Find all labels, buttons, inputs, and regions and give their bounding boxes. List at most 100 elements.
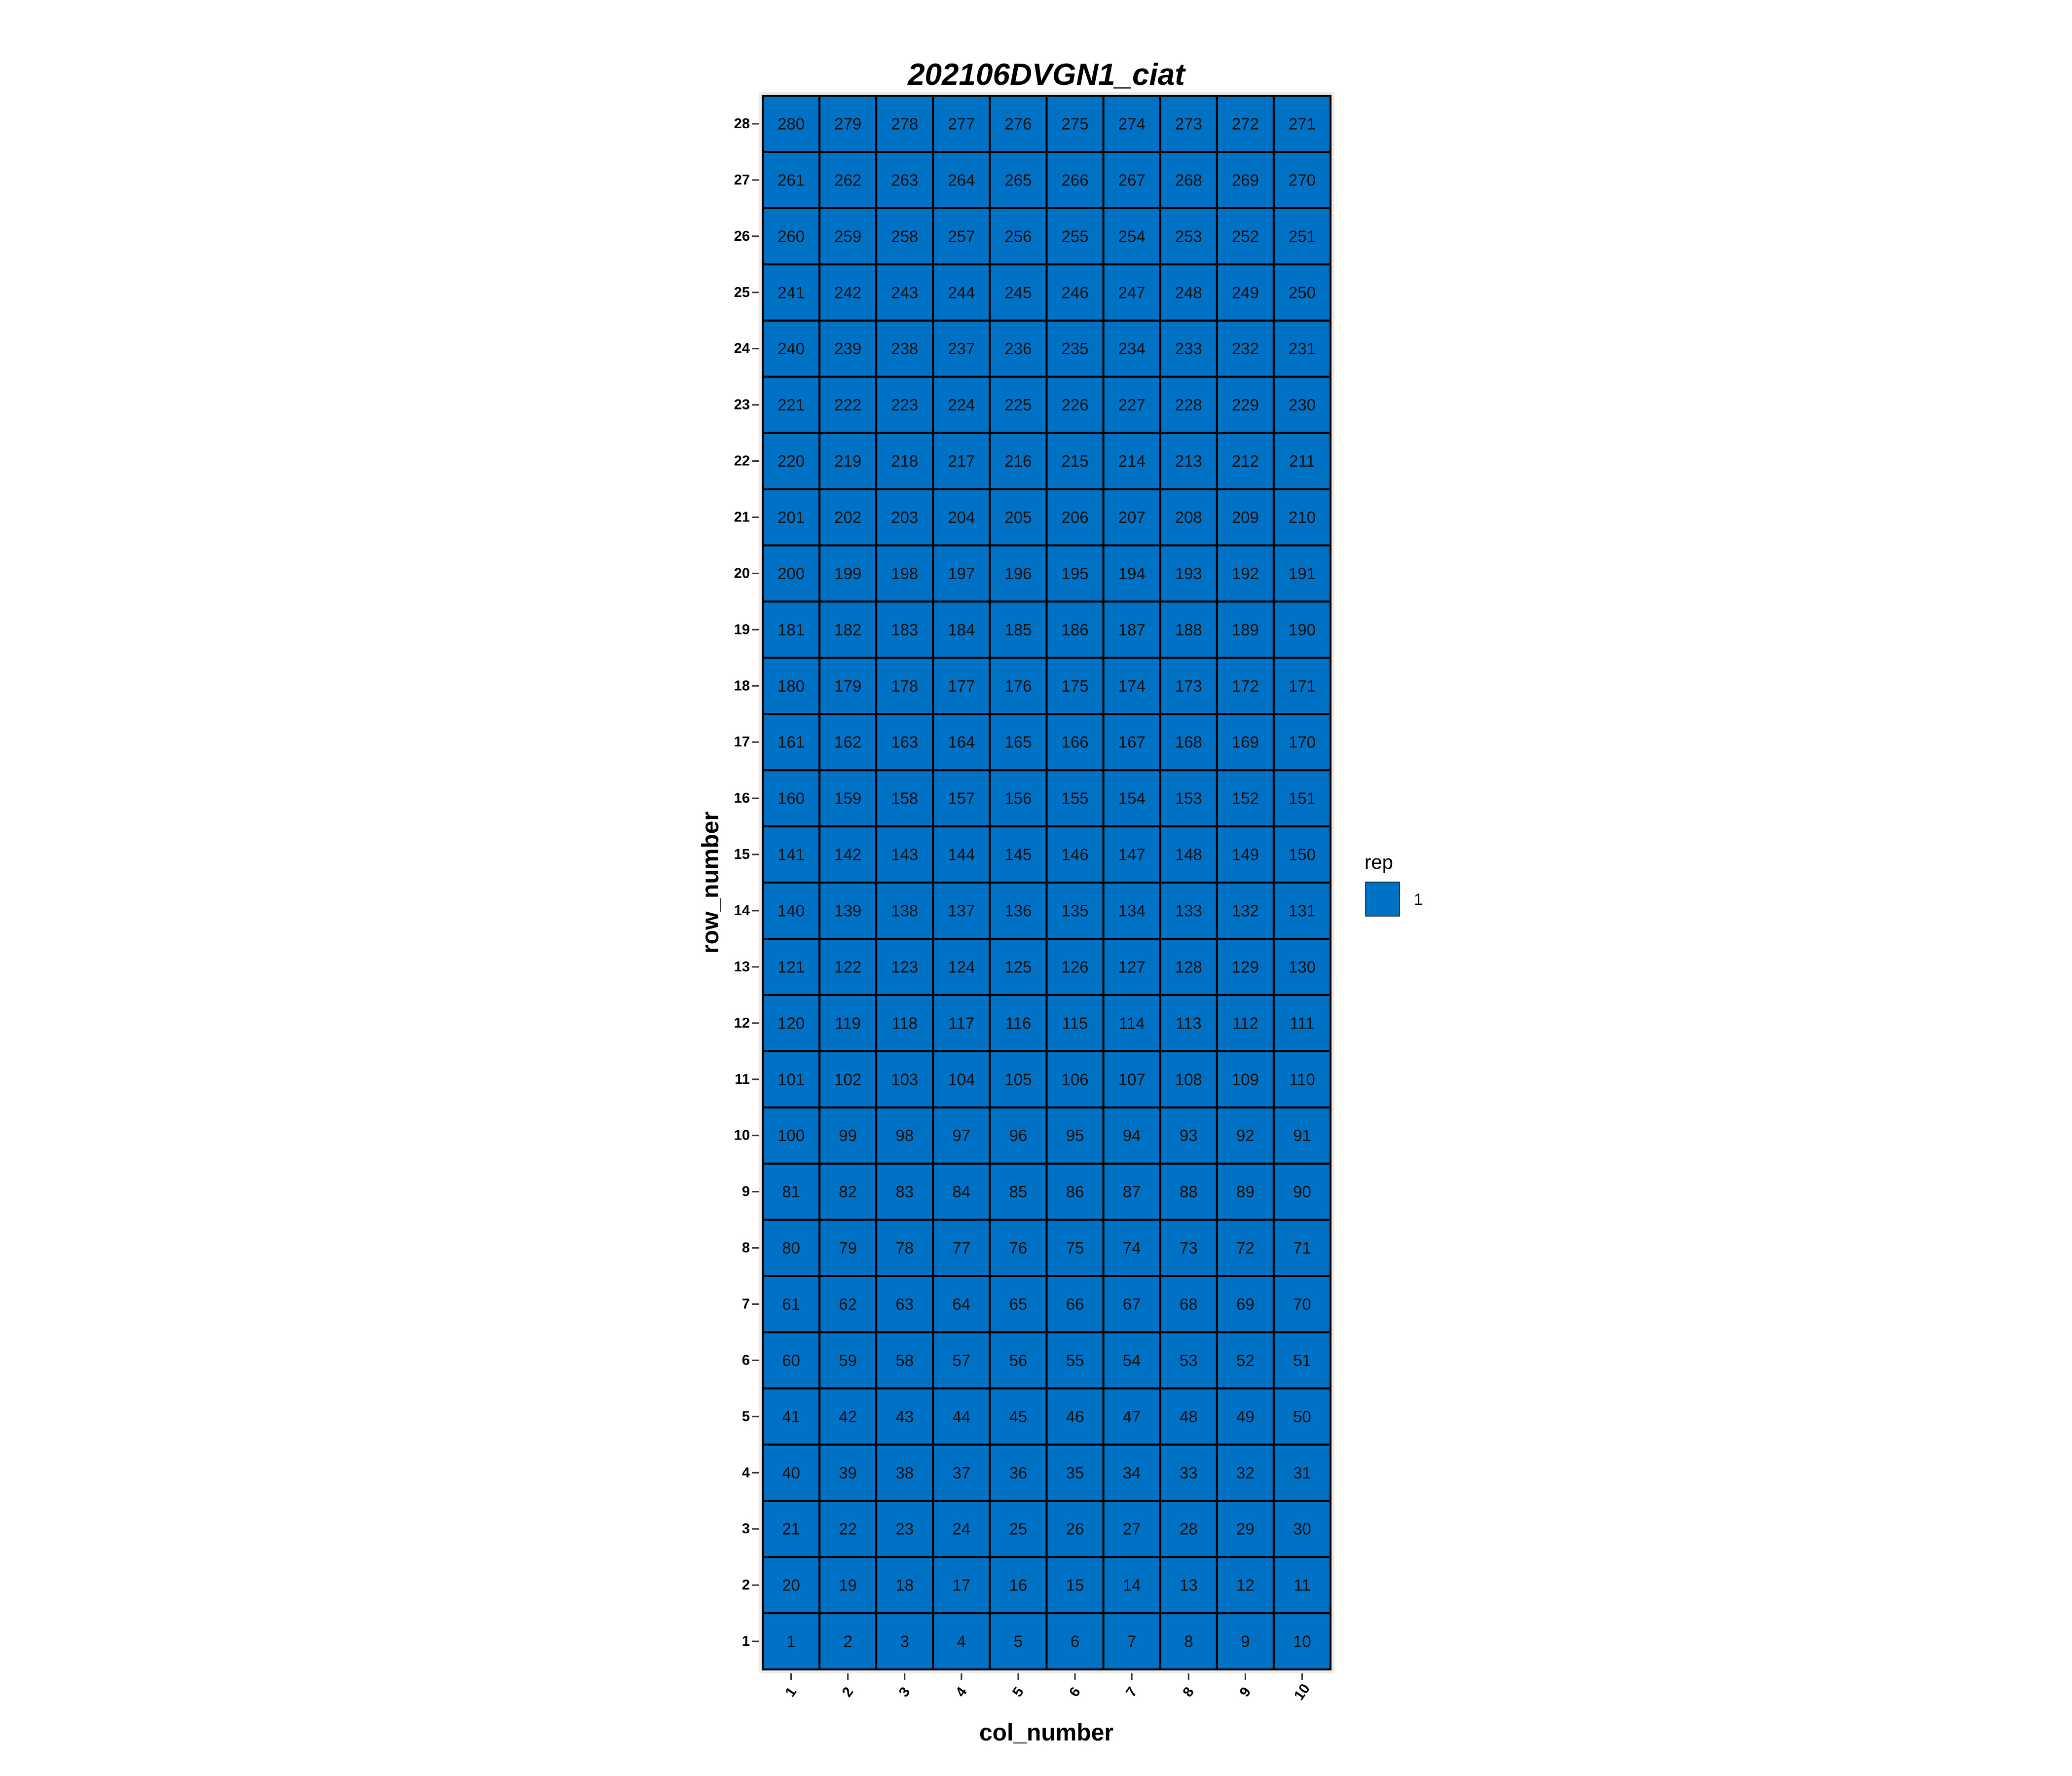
plot-cell bbox=[762, 207, 821, 265]
x-tick-label: 10 bbox=[1291, 1681, 1313, 1703]
plot-cell bbox=[1159, 1387, 1218, 1446]
cell-label: 99 bbox=[839, 1126, 857, 1145]
plot-cell bbox=[1045, 1331, 1105, 1390]
cell-label: 8 bbox=[1184, 1632, 1193, 1651]
plot-cell bbox=[932, 544, 991, 603]
cell-label: 128 bbox=[1175, 958, 1202, 976]
cell-label: 259 bbox=[834, 227, 861, 245]
cell-label: 216 bbox=[1004, 452, 1032, 470]
y-axis-title: row_number bbox=[698, 812, 724, 954]
cell-label: 280 bbox=[777, 114, 805, 133]
cell-label: 135 bbox=[1062, 901, 1089, 920]
cell-label: 72 bbox=[1236, 1239, 1255, 1257]
cell-label: 238 bbox=[891, 339, 918, 358]
plot-cell bbox=[1045, 1162, 1105, 1221]
plot-cell bbox=[932, 882, 991, 940]
cell-label: 1 bbox=[786, 1632, 795, 1651]
cell-label: 217 bbox=[948, 452, 975, 470]
cell-label: 43 bbox=[895, 1407, 914, 1426]
plot-cell bbox=[762, 1556, 821, 1615]
cell-label: 223 bbox=[891, 396, 918, 414]
cell-label: 231 bbox=[1289, 339, 1316, 358]
cell-label: 11 bbox=[1294, 1576, 1310, 1594]
plot-cell bbox=[1102, 713, 1161, 772]
cell-label: 115 bbox=[1062, 1014, 1088, 1032]
cell-label: 47 bbox=[1123, 1407, 1141, 1426]
chart-title: 202106DVGN1_ciat bbox=[907, 58, 1186, 92]
cell-label: 66 bbox=[1066, 1295, 1084, 1313]
cell-label: 226 bbox=[1062, 396, 1089, 414]
plot-cell bbox=[932, 1106, 991, 1165]
cell-label: 265 bbox=[1004, 171, 1032, 189]
cell-label: 172 bbox=[1232, 677, 1259, 695]
y-tick-label: 22 bbox=[734, 453, 750, 469]
cell-label: 211 bbox=[1289, 452, 1315, 470]
cell-label: 114 bbox=[1119, 1014, 1145, 1032]
cell-label: 5 bbox=[1014, 1632, 1023, 1651]
plot-cell bbox=[875, 95, 934, 153]
cell-label: 24 bbox=[952, 1520, 970, 1538]
cell-label: 49 bbox=[1236, 1407, 1255, 1426]
cell-label: 206 bbox=[1062, 508, 1089, 526]
cell-label: 245 bbox=[1004, 283, 1032, 301]
cell-label: 171 bbox=[1289, 677, 1316, 695]
cell-label: 150 bbox=[1289, 846, 1316, 864]
plot-cell bbox=[1272, 825, 1332, 884]
cell-label: 232 bbox=[1232, 339, 1259, 358]
cell-label: 197 bbox=[948, 564, 975, 583]
plot-cell bbox=[1216, 375, 1275, 434]
cell-label: 20 bbox=[782, 1576, 800, 1594]
cell-label: 57 bbox=[952, 1351, 970, 1369]
cell-label: 190 bbox=[1289, 621, 1316, 639]
cell-label: 84 bbox=[952, 1183, 970, 1201]
y-axis: 1234567891011121314151617181920212223242… bbox=[734, 116, 759, 1649]
plot-cell bbox=[1272, 263, 1332, 322]
cell-label: 74 bbox=[1123, 1239, 1141, 1257]
cell-label: 55 bbox=[1066, 1351, 1084, 1369]
cell-label: 125 bbox=[1004, 958, 1032, 976]
plot-cell bbox=[989, 1162, 1048, 1221]
plot-cell bbox=[1159, 937, 1218, 996]
plot-cell bbox=[989, 488, 1048, 547]
cell-label: 105 bbox=[1004, 1070, 1032, 1088]
cell-label: 187 bbox=[1118, 621, 1146, 639]
y-tick-label: 14 bbox=[734, 903, 750, 919]
cell-label: 246 bbox=[1062, 283, 1089, 301]
cell-label: 145 bbox=[1004, 846, 1032, 864]
cell-label: 16 bbox=[1009, 1576, 1028, 1594]
cell-label: 273 bbox=[1175, 114, 1202, 133]
y-tick-label: 24 bbox=[734, 341, 750, 357]
cell-label: 225 bbox=[1004, 396, 1032, 414]
cell-label: 262 bbox=[834, 171, 861, 189]
plot-cell bbox=[818, 994, 878, 1052]
cell-label: 233 bbox=[1175, 339, 1202, 358]
plot-cell bbox=[1102, 488, 1161, 547]
cell-label: 184 bbox=[948, 621, 975, 639]
cell-label: 178 bbox=[891, 677, 918, 695]
cell-label: 116 bbox=[1005, 1014, 1032, 1032]
cell-label: 269 bbox=[1232, 171, 1259, 189]
plot-cell bbox=[1045, 544, 1105, 603]
plot-cell bbox=[1159, 150, 1218, 209]
cell-label: 191 bbox=[1289, 564, 1316, 583]
plot-cell bbox=[1102, 375, 1161, 434]
legend-label: 1 bbox=[1414, 890, 1423, 908]
cell-label: 91 bbox=[1293, 1126, 1311, 1145]
cell-label: 255 bbox=[1062, 227, 1089, 245]
cell-label: 88 bbox=[1180, 1183, 1198, 1201]
plot-cell bbox=[932, 319, 991, 378]
cell-label: 153 bbox=[1175, 789, 1202, 808]
cell-label: 117 bbox=[949, 1014, 975, 1032]
cell-label: 113 bbox=[1176, 1014, 1202, 1032]
plot-cell bbox=[932, 375, 991, 434]
y-tick-label: 26 bbox=[734, 228, 750, 244]
cell-label: 138 bbox=[891, 901, 918, 920]
cell-label: 181 bbox=[777, 621, 805, 639]
plot-cell bbox=[1272, 319, 1332, 378]
plot-cell bbox=[818, 769, 878, 828]
plot-cell bbox=[1216, 1275, 1275, 1333]
plot-cell bbox=[875, 1106, 934, 1165]
plot-cell bbox=[1159, 432, 1218, 490]
cell-label: 182 bbox=[834, 621, 861, 639]
cell-label: 241 bbox=[777, 283, 805, 301]
